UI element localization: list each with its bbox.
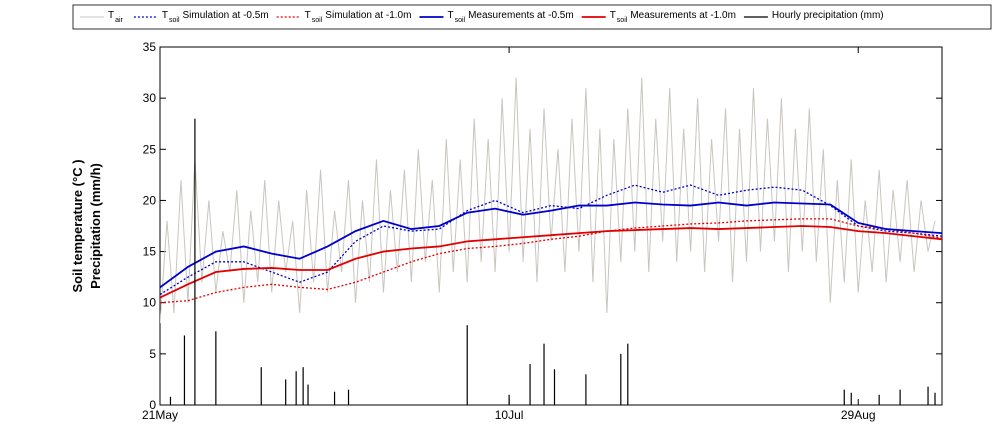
y-tick-label: 25 [143, 142, 157, 156]
series-line [160, 201, 942, 289]
legend-symbol: T [162, 10, 168, 21]
y-axis-label: Soil temperature (°C ) [70, 159, 85, 292]
series-line [160, 184, 942, 296]
y-tick-label: 35 [143, 40, 157, 54]
legend-label: Measurements at -0.5m [468, 10, 574, 21]
legend-subscript: air [115, 17, 123, 24]
legend-symbol: T [447, 10, 453, 21]
legend-label: Simulation at -0.5m [183, 10, 269, 21]
legend-symbol: T [610, 10, 616, 21]
legend-symbol: T [305, 10, 311, 21]
legend-subscript: soil [617, 17, 628, 24]
series-line [160, 218, 942, 304]
legend-box [72, 4, 992, 30]
y-tick-label: 30 [143, 91, 157, 105]
legend-subscript: soil [169, 17, 180, 24]
y-tick-label: 5 [149, 347, 156, 361]
legend-subscript: soil [312, 17, 323, 24]
y-tick-label: 20 [143, 193, 157, 207]
y-tick-label: 15 [143, 245, 157, 259]
x-tick-label: 10Jul [495, 408, 524, 422]
y-axis-label: Precipitation (mm/h) [88, 163, 103, 289]
series-line [160, 77, 936, 324]
legend-symbol: T [108, 10, 114, 21]
series-line [160, 225, 942, 299]
legend-label: Hourly precipitation (mm) [772, 10, 884, 21]
legend-subscript: soil [455, 17, 466, 24]
x-tick-label: 29Aug [841, 408, 876, 422]
y-tick-label: 10 [143, 296, 157, 310]
y-tick-label: 0 [149, 398, 156, 412]
legend-label: Measurements at -1.0m [630, 10, 736, 21]
legend-label: Simulation at -1.0m [325, 10, 411, 21]
x-tick-label: 21May [142, 408, 178, 422]
plot-area [159, 46, 943, 406]
